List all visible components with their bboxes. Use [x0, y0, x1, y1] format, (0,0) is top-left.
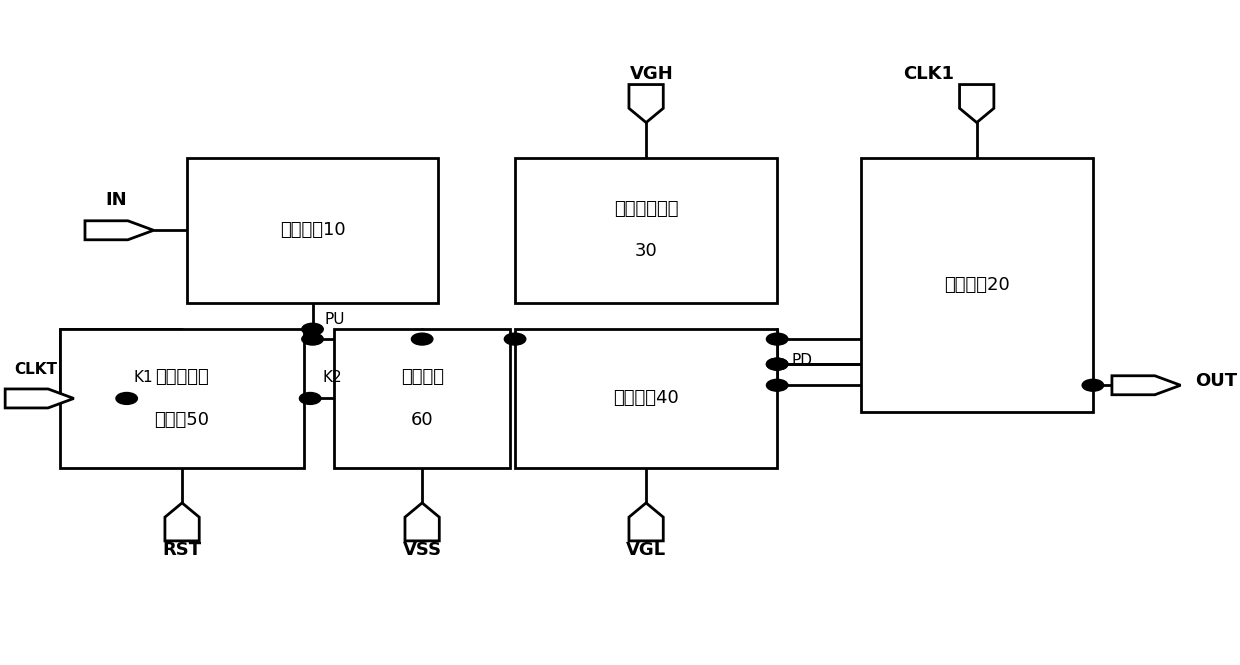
- Text: PU: PU: [325, 313, 345, 327]
- Text: 输入模块10: 输入模块10: [280, 221, 346, 239]
- Polygon shape: [165, 503, 200, 541]
- Text: CLKT: CLKT: [15, 362, 57, 377]
- Text: VGL: VGL: [626, 541, 666, 559]
- Text: 复位模块: 复位模块: [401, 368, 444, 386]
- Text: VGH: VGH: [630, 65, 675, 83]
- Polygon shape: [960, 84, 994, 122]
- Circle shape: [117, 392, 138, 404]
- Polygon shape: [405, 503, 439, 541]
- Circle shape: [301, 333, 324, 345]
- Circle shape: [1083, 379, 1104, 391]
- Text: 30: 30: [635, 242, 657, 261]
- Circle shape: [766, 358, 787, 370]
- Text: 下拉模块40: 下拉模块40: [614, 390, 680, 408]
- Text: K1: K1: [134, 370, 154, 385]
- Text: VSS: VSS: [403, 541, 441, 559]
- Text: 制模块50: 制模块50: [155, 410, 210, 428]
- Bar: [861, 158, 1092, 412]
- Polygon shape: [1112, 376, 1180, 395]
- Text: 下拉控制模块: 下拉控制模块: [614, 200, 678, 218]
- Text: 输出模块20: 输出模块20: [944, 276, 1009, 294]
- Circle shape: [412, 333, 433, 345]
- Circle shape: [299, 392, 321, 404]
- Polygon shape: [86, 221, 154, 240]
- Polygon shape: [5, 389, 74, 408]
- Circle shape: [766, 379, 787, 391]
- Circle shape: [505, 333, 526, 345]
- Text: 第一复位控: 第一复位控: [155, 368, 210, 386]
- Text: RST: RST: [162, 541, 202, 559]
- Text: PD: PD: [791, 352, 812, 368]
- Circle shape: [766, 333, 787, 345]
- Bar: [60, 329, 304, 467]
- Circle shape: [301, 323, 324, 335]
- Text: IN: IN: [105, 191, 126, 209]
- Bar: [515, 158, 777, 303]
- Bar: [187, 158, 438, 303]
- Text: 60: 60: [410, 410, 434, 428]
- Polygon shape: [629, 84, 663, 122]
- Text: K2: K2: [322, 370, 342, 385]
- Text: CLK1: CLK1: [904, 65, 955, 83]
- Bar: [515, 329, 777, 467]
- Bar: [334, 329, 511, 467]
- Text: OUT: OUT: [1195, 372, 1238, 390]
- Polygon shape: [629, 503, 663, 541]
- Circle shape: [766, 358, 787, 370]
